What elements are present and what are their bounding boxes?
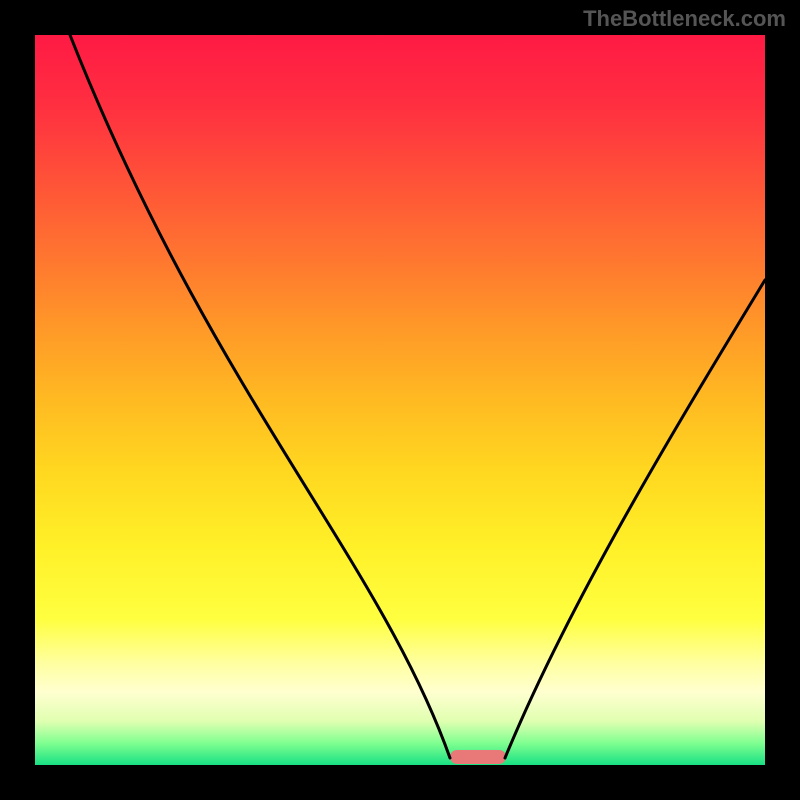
- watermark-text: TheBottleneck.com: [583, 6, 786, 32]
- chart-container: TheBottleneck.com: [0, 0, 800, 800]
- plot-area: [35, 35, 765, 765]
- chart-svg: [0, 0, 800, 800]
- bottleneck-marker: [450, 750, 506, 764]
